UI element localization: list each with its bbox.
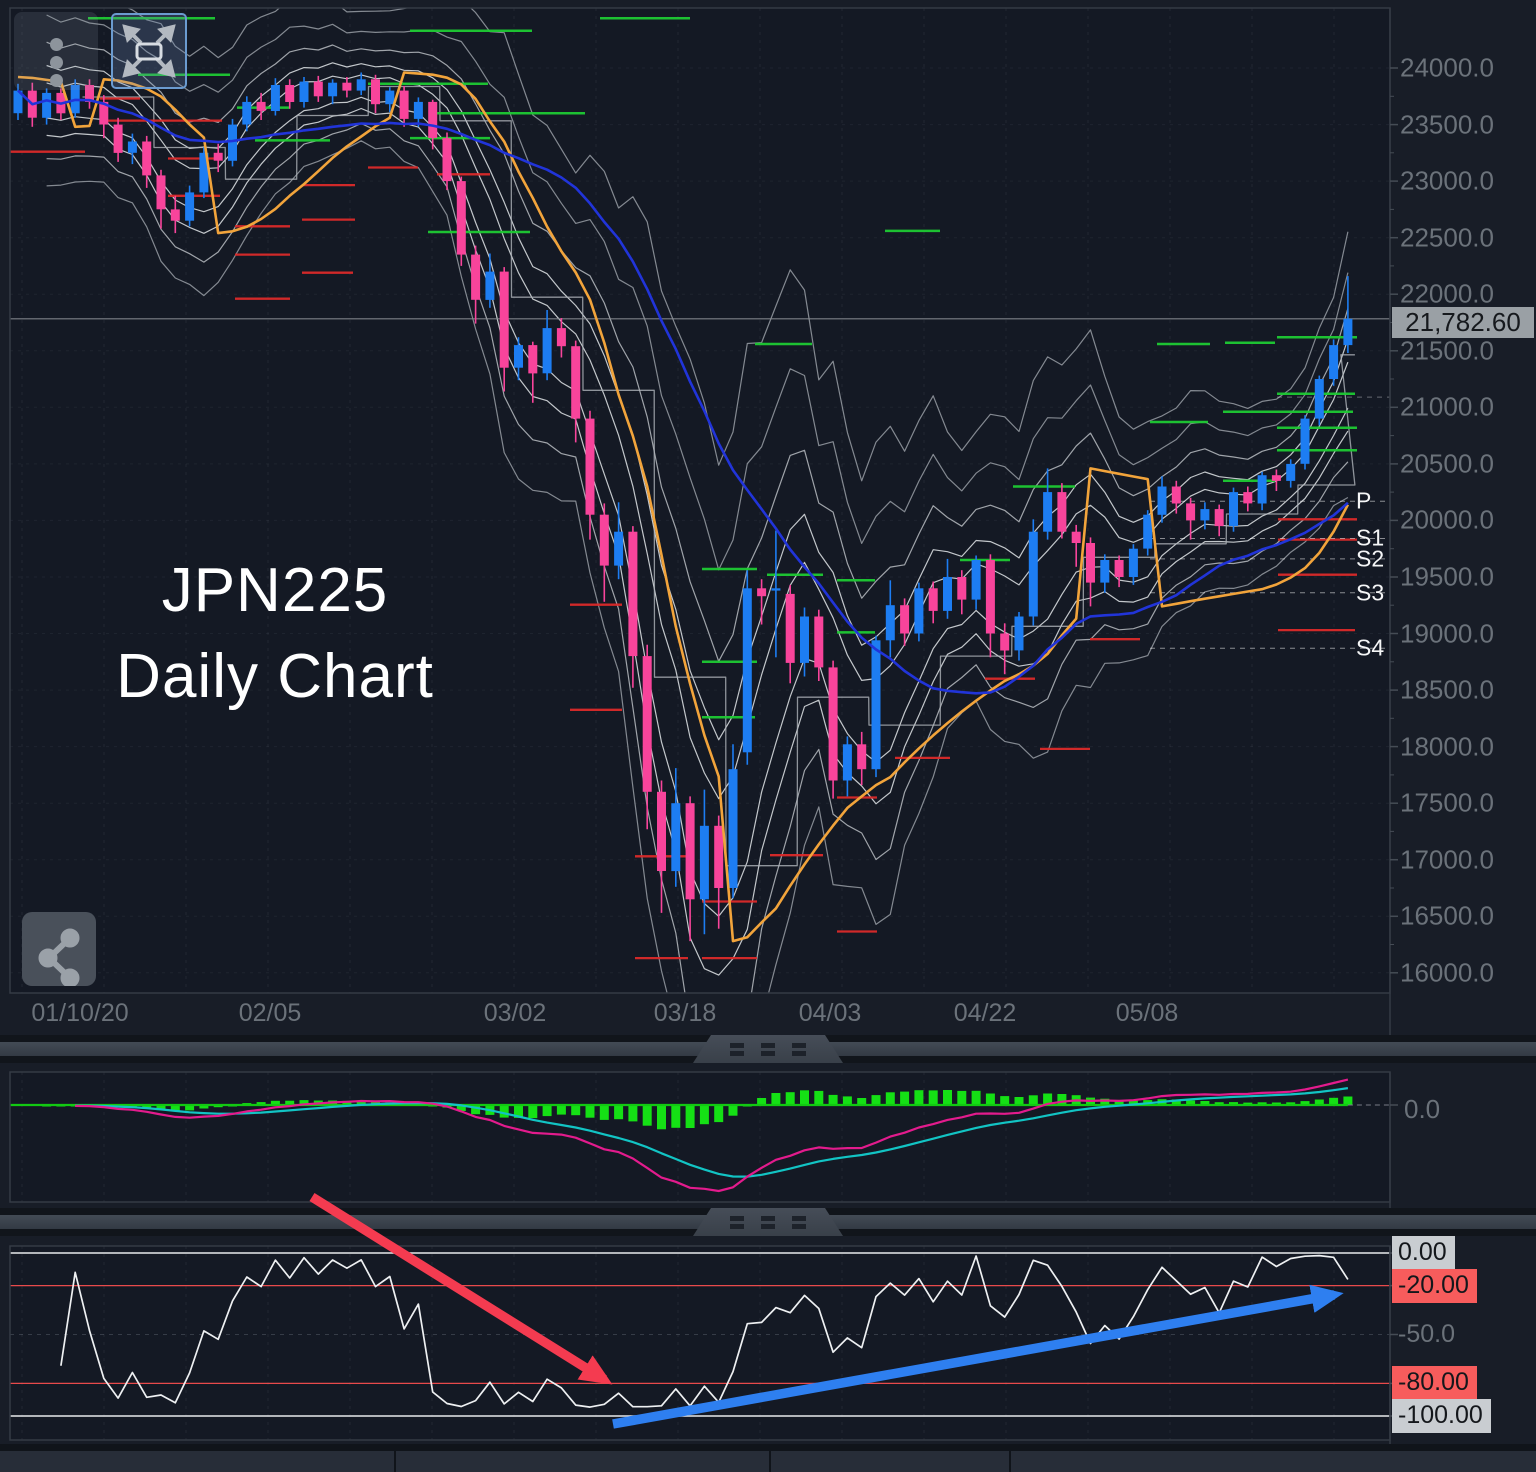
price-axis-label: 16500.0 [1400,900,1494,931]
panel-divider[interactable] [0,1035,1536,1063]
watermark: JPN225 Daily Chart [40,548,510,720]
share-icon [38,928,80,988]
price-axis-label: 19500.0 [1400,561,1494,592]
pan-zoom-overlay-button[interactable] [111,13,187,89]
price-axis[interactable]: 24000.0 23500.0 23000.0 22500.0 22000.0 21500… [1392,0,1536,1035]
watermark-timeframe: Daily Chart [116,642,434,711]
price-axis-label: 16000.0 [1400,957,1494,988]
watermark-symbol: JPN225 [161,556,389,625]
divider-drag-handle[interactable] [693,1208,843,1236]
divider-drag-handle[interactable] [693,1035,843,1063]
collapsed-panel-strip-bg [0,1451,1536,1472]
price-axis-label: 20500.0 [1400,448,1494,479]
price-axis-label: 18500.0 [1400,674,1494,705]
oscillator-level-badge: 0.00 [1392,1236,1455,1270]
price-axis-label: 19000.0 [1400,618,1494,648]
time-axis-label: 01/10/20 [31,999,129,1027]
price-axis-label: 18000.0 [1400,731,1494,762]
time-axis-label: 03/18 [653,999,717,1027]
price-axis-label: 22000.0 [1400,278,1494,309]
pivot-level-label-s3: S3 [1356,579,1385,606]
drag-dot-icon [50,74,63,87]
time-axis-label: 02/05 [238,999,302,1027]
time-axis-label: 04/03 [798,999,862,1027]
time-axis-label: 05/08 [1115,999,1179,1027]
oscillator-level-badge: -80.00 [1392,1366,1477,1401]
macd-zero-label: 0.0 [1404,1094,1441,1124]
time-axis-label: 03/02 [483,999,547,1027]
current-price-badge: 21,782.60 [1392,307,1534,338]
price-axis-label: 21500.0 [1400,335,1494,366]
panel-divider[interactable] [0,1208,1536,1236]
price-axis-label: 22500.0 [1400,222,1494,253]
pivot-level-label-s4: S4 [1356,634,1385,661]
oscillator-level-label: -50.0 [1398,1319,1455,1348]
time-axis[interactable]: 01/10/20 02/05 03/02 03/18 04/03 04/22 05/08 [0,995,1390,1033]
price-axis-label: 21000.0 [1400,391,1494,422]
price-axis-label: 24000.0 [1400,52,1494,83]
oscillator-axis[interactable]: 0.00 -20.00 -50.0 -80.00 -100.00 [1390,1236,1536,1450]
share-button[interactable] [22,912,96,988]
price-axis-label: 23500.0 [1400,109,1494,140]
time-axis-label: 04/22 [953,999,1017,1027]
drag-dot-icon [50,56,63,69]
price-axis-label: 20000.0 [1400,504,1494,535]
drag-dot-icon [50,38,63,51]
pivot-level-label-p: P [1356,487,1372,514]
pivot-level-label-s2: S2 [1356,545,1385,572]
price-axis-label: 23000.0 [1400,165,1494,196]
collapsed-panel-strip [0,1444,1536,1472]
price-axis-label: 17000.0 [1400,844,1494,875]
pivot-level-label-s1: S1 [1356,524,1385,551]
price-axis-label: 17500.0 [1400,787,1494,818]
expand-arrows-icon [122,24,176,78]
indicator-handle-widget[interactable] [14,12,98,90]
oscillator-level-badge: -20.00 [1392,1268,1477,1303]
oscillator-level-badge: -100.00 [1392,1399,1491,1433]
